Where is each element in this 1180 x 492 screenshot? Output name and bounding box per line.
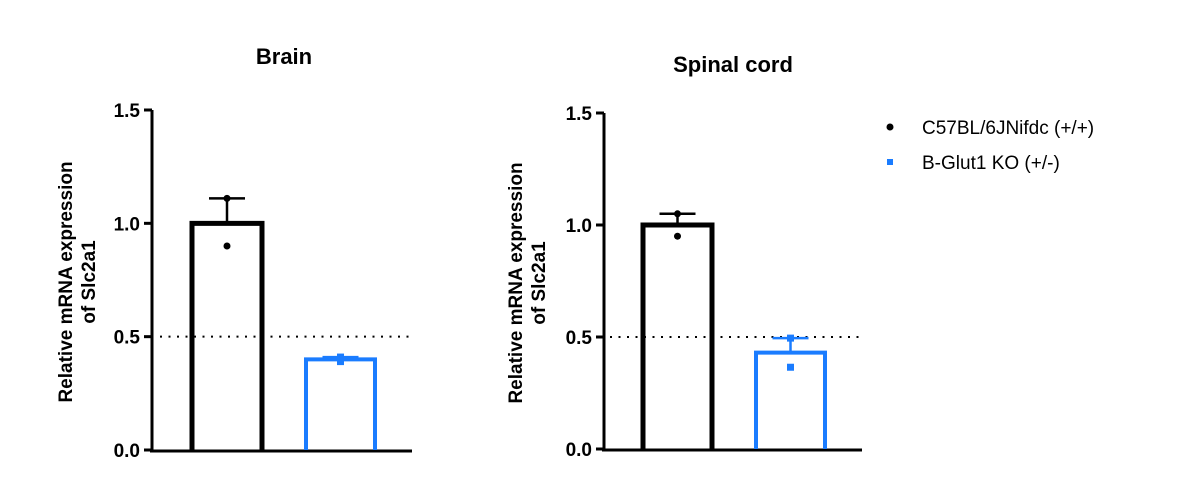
legend-label-wildtype: C57BL/6JNifdc (+/+) (922, 118, 1094, 139)
y-tick-label: 1.5 (566, 104, 593, 125)
y-axis-label: Relative mRNA expression of Slc2a1 (506, 162, 550, 403)
data-point (787, 334, 794, 342)
chart-title: Spinal cord (673, 52, 793, 77)
y-tick-label: 1.0 (114, 214, 140, 235)
data-point (337, 358, 344, 366)
y-axis-label-line: Relative mRNA expression (56, 161, 77, 402)
data-point (337, 353, 344, 361)
legend: C57BL/6JNifdc (+/+) B-Glut1 KO (+/-) (886, 118, 1094, 174)
y-tick-label: 0.0 (114, 441, 140, 462)
data-point (223, 194, 231, 202)
chart-title: Brain (256, 44, 312, 69)
y-axis-label-line: of Slc2a1 (529, 241, 550, 325)
data-point (787, 363, 794, 371)
y-axis-label-line: of Slc2a1 (79, 240, 100, 324)
y-tick-label: 0.5 (114, 328, 141, 349)
bar-knockout (754, 350, 827, 449)
y-axis-label: Relative mRNA expression of Slc2a1 (56, 161, 100, 402)
data-point (674, 210, 681, 218)
bar-wildtype (189, 220, 265, 450)
data-point (674, 232, 681, 240)
bar-wildtype (640, 222, 715, 449)
legend-label-knockout: B-Glut1 KO (+/-) (922, 153, 1060, 174)
data-point (223, 242, 231, 250)
y-tick-label: 0.5 (566, 328, 593, 349)
y-tick-label: 1.5 (114, 101, 141, 122)
legend-marker-knockout (887, 159, 893, 165)
legend-marker-wildtype (886, 123, 894, 131)
bar-knockout (304, 357, 377, 450)
y-tick-label: 1.0 (566, 216, 592, 237)
chart-panel-1: Brain Relative mRNA expression of Slc2a1 0.… (56, 44, 412, 462)
y-tick-label: 0.0 (566, 440, 592, 461)
chart-panel-2: Spinal cord Relative mRNA expression of Sl… (506, 52, 862, 461)
y-axis-label-line: Relative mRNA expression (506, 162, 527, 403)
